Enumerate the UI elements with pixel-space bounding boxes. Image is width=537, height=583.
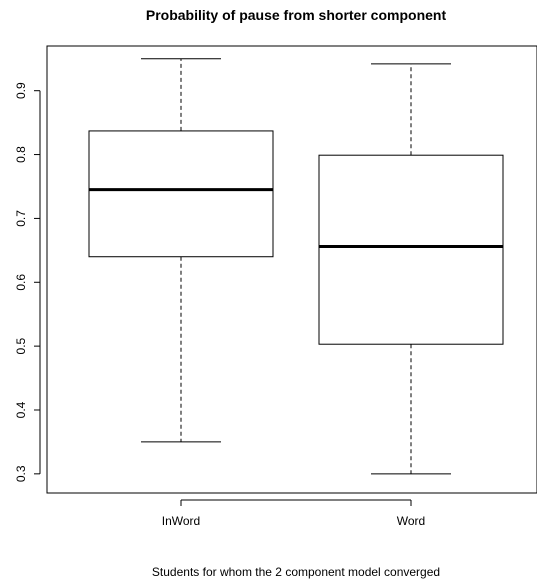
y-tick-label: 0.3 — [14, 465, 28, 482]
box-inword — [88, 58, 274, 443]
x-axis-label: Students for whom the 2 component model … — [152, 565, 440, 579]
x-tick-label: InWord — [162, 514, 200, 528]
y-tick-label: 0.7 — [14, 210, 28, 227]
y-tick-label: 0.4 — [14, 401, 28, 418]
x-tick-label: Word — [397, 514, 425, 528]
iqr-box — [88, 130, 274, 258]
y-tick-label: 0.5 — [14, 337, 28, 354]
y-tick-label: 0.8 — [14, 146, 28, 163]
chart-title: Probability of pause from shorter compon… — [146, 7, 447, 23]
y-tick-label: 0.9 — [14, 82, 28, 99]
boxes — [88, 58, 504, 475]
plot-frame — [46, 45, 537, 494]
box-word — [318, 63, 504, 475]
y-tick-label: 0.6 — [14, 274, 28, 291]
y-axis: 0.3 0.4 0.5 0.6 0.7 0.8 0.9 — [14, 82, 41, 482]
iqr-box — [318, 154, 504, 345]
x-axis: InWord Word — [162, 499, 425, 528]
